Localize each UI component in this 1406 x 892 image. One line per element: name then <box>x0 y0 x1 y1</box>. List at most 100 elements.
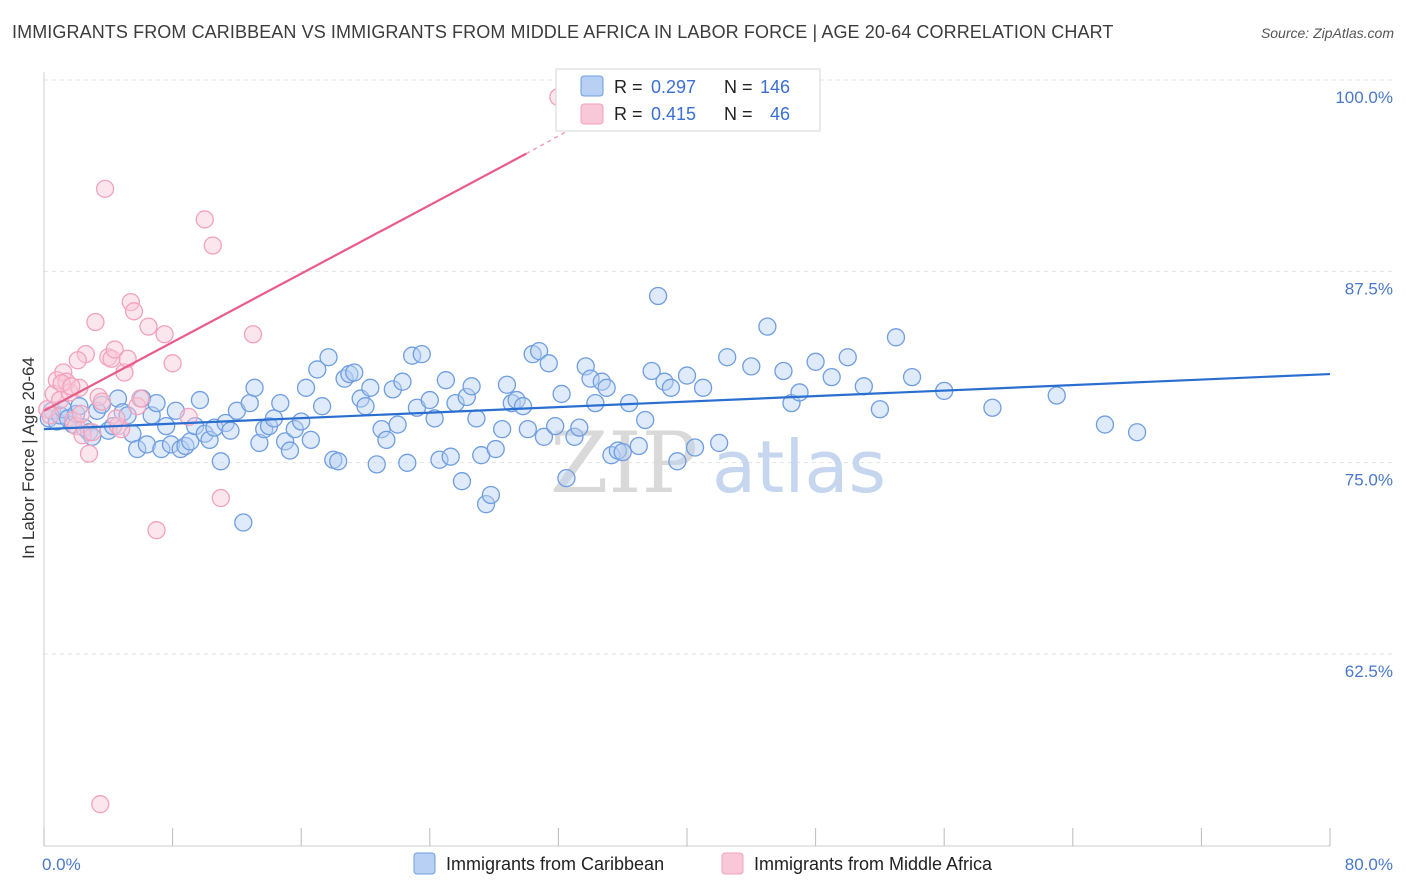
middle-africa-point-40 <box>107 409 126 428</box>
caribbean-point-98 <box>534 427 554 446</box>
caribbean-point-41 <box>234 513 253 532</box>
middle-africa-point-36 <box>203 236 222 255</box>
middle-africa-point-18 <box>95 179 115 198</box>
caribbean-point-120 <box>668 452 687 471</box>
caribbean-point-72 <box>398 453 417 472</box>
middle-africa-point-37 <box>211 488 230 508</box>
caribbean-point-25 <box>152 439 171 459</box>
caribbean-point-24 <box>147 393 166 413</box>
caribbean-point-42 <box>240 393 259 413</box>
caribbean-point-117 <box>648 286 668 306</box>
y-tick-label-2: 75.0% <box>1345 471 1393 490</box>
legend-r-value-middle-africa: 0.415 <box>651 104 696 124</box>
y-axis-tick-labels: 100.0% 87.5% 75.0% 62.5% <box>1335 88 1393 681</box>
caribbean-point-92 <box>502 393 521 413</box>
legend-r-label-middle-africa: R = <box>614 104 643 124</box>
middle-africa-point-31 <box>147 521 166 540</box>
caribbean-point-75 <box>412 345 431 364</box>
caribbean-point-68 <box>377 430 396 450</box>
middle-africa-point-17 <box>92 392 112 411</box>
caribbean-point-140 <box>1047 386 1066 405</box>
caribbean-point-29 <box>171 439 190 459</box>
caribbean-point-128 <box>774 361 793 381</box>
gridlines <box>44 79 1393 655</box>
bottom-legend-label-caribbean: Immigrants from Caribbean <box>446 854 664 874</box>
caribbean-point-70 <box>388 415 407 434</box>
caribbean-point-114 <box>629 436 648 456</box>
caribbean-point-52 <box>292 412 311 431</box>
caribbean-point-135 <box>870 400 890 419</box>
trend-line-middle-africa <box>43 152 527 412</box>
caribbean-point-55 <box>308 360 327 379</box>
caribbean-point-90 <box>492 420 512 439</box>
middle-africa-point-27 <box>124 302 144 321</box>
chart-title: IMMIGRANTS FROM CARIBBEAN VS IMMIGRANTS … <box>12 22 1114 42</box>
caribbean-point-44 <box>250 433 269 453</box>
caribbean-point-127 <box>758 317 777 336</box>
caribbean-point-79 <box>436 371 456 390</box>
caribbean-point-87 <box>476 495 496 514</box>
caribbean-point-64 <box>356 397 375 416</box>
caribbean-point-121 <box>677 366 697 385</box>
legend-n-label-middle-africa: N = <box>724 104 753 124</box>
watermark: ZIP atlas <box>550 414 886 512</box>
caribbean-point-54 <box>301 430 320 450</box>
middle-africa-point-21 <box>105 340 124 359</box>
caribbean-point-126 <box>742 357 761 376</box>
caribbean-point-106 <box>581 369 600 388</box>
x-axis-ticks <box>43 828 1331 846</box>
caribbean-point-59 <box>329 452 348 471</box>
caribbean-point-22 <box>137 435 157 454</box>
caribbean-point-115 <box>636 410 655 430</box>
caribbean-point-65 <box>361 378 380 397</box>
watermark-atlas: atlas <box>712 425 886 509</box>
caribbean-point-130 <box>790 383 809 402</box>
y-axis-title: In Labor Force | Age 20-64 <box>19 357 38 559</box>
middle-africa-point-41 <box>68 351 87 370</box>
middle-africa-point-25 <box>118 349 137 368</box>
stats-legend: R = 0.297 N = 146 R = 0.415 N = 46 <box>555 68 821 132</box>
middle-africa-point-44 <box>71 404 91 423</box>
caribbean-point-88 <box>481 485 501 505</box>
caribbean-point-133 <box>838 348 857 367</box>
y-tick-label-3: 62.5% <box>1345 662 1393 681</box>
legend-n-value-middle-africa: 46 <box>770 104 790 124</box>
caribbean-point-95 <box>518 420 538 439</box>
middle-africa-point-15 <box>86 312 105 332</box>
caribbean-point-76 <box>420 390 439 410</box>
series-middle-africa-points <box>38 87 568 814</box>
caribbean-point-49 <box>275 432 295 451</box>
legend-r-value-caribbean: 0.297 <box>651 77 696 97</box>
caribbean-point-80 <box>441 447 460 466</box>
caribbean-point-131 <box>806 352 825 371</box>
caribbean-point-71 <box>393 372 412 391</box>
caribbean-point-142 <box>1127 423 1147 442</box>
caribbean-point-43 <box>245 378 264 397</box>
source-credit: Source: ZipAtlas.com <box>1260 25 1394 41</box>
caribbean-point-39 <box>221 421 240 440</box>
caribbean-point-56 <box>312 397 332 416</box>
caribbean-point-69 <box>383 380 402 399</box>
x-tick-label-max: 80.0% <box>1345 855 1393 874</box>
caribbean-point-66 <box>367 455 386 474</box>
caribbean-point-124 <box>710 433 729 453</box>
watermark-zip: ZIP <box>550 414 698 512</box>
series-legend: Immigrants from Caribbean Immigrants fro… <box>413 852 993 875</box>
legend-n-label-caribbean: N = <box>724 77 753 97</box>
caribbean-point-33 <box>190 390 210 410</box>
caribbean-point-103 <box>565 427 584 446</box>
caribbean-point-134 <box>854 377 873 396</box>
caribbean-point-112 <box>613 442 632 462</box>
caribbean-point-109 <box>597 378 616 397</box>
middle-africa-point-35 <box>195 210 214 229</box>
caribbean-point-62 <box>345 363 364 382</box>
caribbean-point-123 <box>693 378 713 397</box>
x-tick-label-min: 0.0% <box>42 855 81 874</box>
caribbean-point-108 <box>592 372 611 391</box>
bottom-legend-swatch-middle-africa <box>721 852 744 875</box>
caribbean-point-85 <box>467 409 486 428</box>
caribbean-point-91 <box>497 375 517 394</box>
middle-africa-point-13 <box>79 444 99 463</box>
legend-swatch-middle-africa <box>580 103 604 125</box>
